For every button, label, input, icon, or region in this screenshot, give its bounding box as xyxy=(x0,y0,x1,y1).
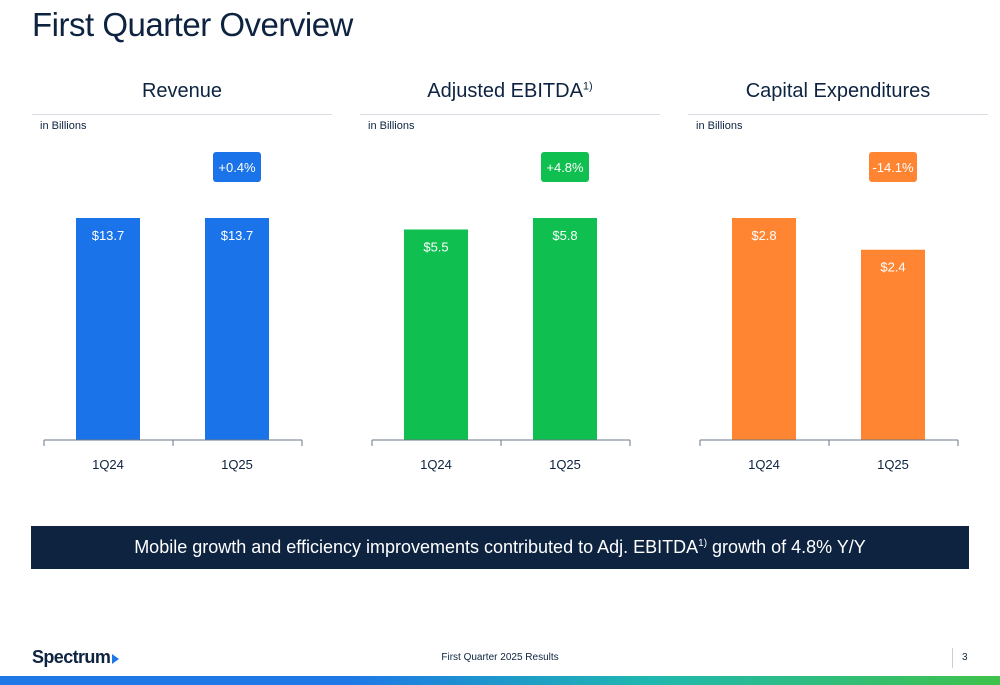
page-title: First Quarter Overview xyxy=(32,6,353,43)
revenue-chart: $13.7 1Q24 $13.7 1Q25 +0.4% xyxy=(43,152,303,472)
spectrum-logo-text: Spectrum xyxy=(32,647,111,667)
data-label-1q25: $13.7 xyxy=(221,228,254,243)
chart-title-rule xyxy=(688,114,988,115)
bar-1q24 xyxy=(732,218,796,440)
data-label-1q25: $5.8 xyxy=(552,228,577,243)
brand-gradient-stripe xyxy=(0,676,1000,685)
spectrum-logo: Spectrum xyxy=(32,647,120,668)
summary-banner-text: Mobile growth and efficiency improvement… xyxy=(134,537,866,558)
bar-1q25 xyxy=(205,218,269,440)
change-badge-label: +0.4% xyxy=(218,160,256,175)
x-tick-label-1q25: 1Q25 xyxy=(221,457,253,472)
x-tick-label-1q24: 1Q24 xyxy=(420,457,452,472)
adjusted-ebitda-chart: $5.5 1Q24 $5.8 1Q25 +4.8% xyxy=(371,152,631,472)
summary-banner-footnote: 1) xyxy=(698,538,708,549)
chart-unit-label: in Billions xyxy=(368,120,415,132)
footer-caption: First Quarter 2025 Results xyxy=(441,652,559,663)
bar-1q25 xyxy=(861,249,925,440)
x-tick-label-1q25: 1Q25 xyxy=(549,457,581,472)
capital-expenditures-chart: $2.8 1Q24 $2.4 1Q25 -14.1% xyxy=(699,152,959,472)
chart-title-text: Capital Expenditures xyxy=(745,80,931,102)
change-badge xyxy=(213,152,261,182)
chart-title-rule xyxy=(360,114,660,115)
summary-banner-text-after: growth of 4.8% Y/Y xyxy=(707,537,866,557)
bar-1q24 xyxy=(76,218,140,440)
chart-title: Adjusted EBITDA1) xyxy=(360,80,660,103)
change-badge-label: +4.8% xyxy=(546,160,584,175)
data-label-1q24: $2.8 xyxy=(751,228,776,243)
adjusted-ebitda-chart-panel: Adjusted EBITDA1) in Billions $5.5 1Q24 $5… xyxy=(360,80,660,480)
chart-unit-label: in Billions xyxy=(696,120,743,132)
chart-title: Capital Expenditures xyxy=(688,80,988,103)
x-tick-label-1q24: 1Q24 xyxy=(92,457,124,472)
revenue-chart-panel: Revenue in Billions $13.7 1Q24 $13.7 1Q25 +0… xyxy=(32,80,332,480)
chart-title: Revenue xyxy=(32,80,332,103)
summary-banner: Mobile growth and efficiency improvement… xyxy=(31,526,969,569)
page-number: 3 xyxy=(962,652,968,663)
play-arrow-icon xyxy=(112,653,120,664)
chart-title-text: Adjusted EBITDA xyxy=(427,80,583,102)
change-badge-label: -14.1% xyxy=(872,160,914,175)
chart-unit-label: in Billions xyxy=(40,120,87,132)
data-label-1q24: $13.7 xyxy=(92,228,125,243)
bar-1q25 xyxy=(533,218,597,440)
chart-title-rule xyxy=(32,114,332,115)
data-label-1q25: $2.4 xyxy=(880,260,905,275)
page-number-divider xyxy=(952,648,953,668)
bar-1q24 xyxy=(404,229,468,440)
chart-title-text: Revenue xyxy=(141,80,223,102)
chart-title-footnote: 1) xyxy=(582,80,593,93)
capital-expenditures-chart-panel: Capital Expenditures in Billions $2.8 1Q2… xyxy=(688,80,988,480)
x-tick-label-1q25: 1Q25 xyxy=(877,457,909,472)
data-label-1q24: $5.5 xyxy=(423,239,448,254)
summary-banner-text-before: Mobile growth and efficiency improvement… xyxy=(134,537,699,557)
change-badge xyxy=(541,152,589,182)
change-badge xyxy=(869,152,917,182)
x-tick-label-1q24: 1Q24 xyxy=(748,457,780,472)
